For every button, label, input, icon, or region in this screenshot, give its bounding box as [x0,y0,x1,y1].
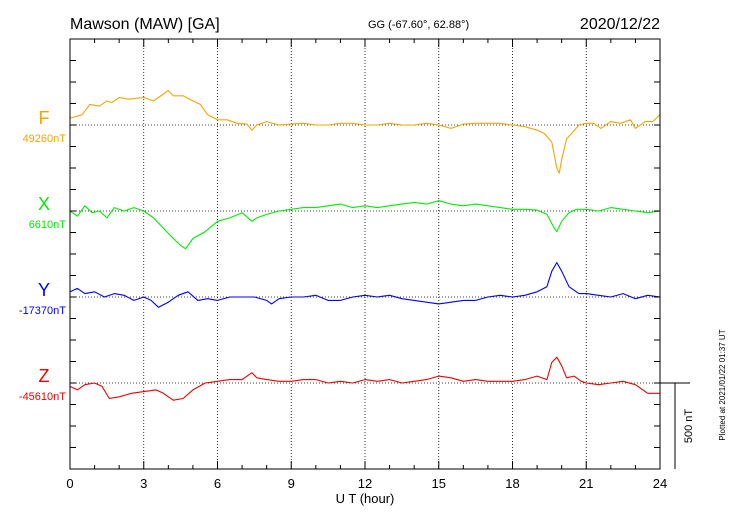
series-baseline-value-x: 6610nT [29,219,67,231]
grid-lines [143,39,587,469]
series-line-f [69,90,661,174]
series-name-z: Z [39,366,50,386]
series-baseline-value-y: -17370nT [19,305,66,317]
axis-ticks [69,39,661,469]
x-tick-label: 3 [140,476,147,491]
x-tick-label: 15 [432,476,446,491]
station-title: Mawson (MAW) [GA] [70,16,220,33]
scale-bar-label: 500 nT [683,409,695,444]
baselines [70,124,660,384]
x-tick-label: 18 [505,476,519,491]
x-tick-label: 21 [579,476,593,491]
series-lines [69,90,661,401]
x-tick-label: 9 [288,476,295,491]
series-name-x: X [38,194,50,214]
x-tick-label: 12 [358,476,372,491]
series-line-x [69,200,661,250]
plotted-timestamp: Plotted at 2021/01/22 01:37 UT [718,329,727,440]
x-tick-label: 0 [66,476,73,491]
series-line-z [69,356,660,401]
plot-date: 2020/12/22 [580,16,660,33]
series-baseline-value-z: -45610nT [19,391,66,403]
x-tick-label: 6 [214,476,221,491]
x-tick-label: 24 [653,476,667,491]
series-line-y [69,262,661,308]
series-baseline-value-f: 49260nT [23,133,67,145]
axis-labels: 0 3 6 9 12 15 18 21 24 F 49260nT X 6610nT Y -17370nT Z -… [19,108,667,491]
series-name-y: Y [38,280,50,300]
plot-frame [69,38,661,470]
series-name-f: F [39,108,50,128]
x-axis-title: U T (hour) [336,491,395,506]
geographic-coordinates: GG (-67.60°, 62.88°) [368,19,469,31]
